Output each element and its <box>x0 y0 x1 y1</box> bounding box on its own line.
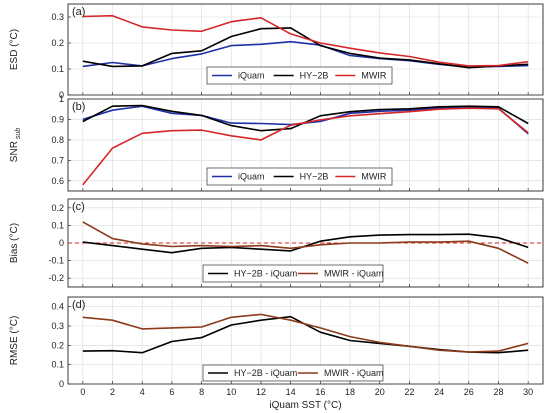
legend-entry: HY−2B <box>300 172 329 182</box>
y-axis-label: ESD (°C) <box>9 29 20 70</box>
legend-entry: MWIR - iQuam <box>324 269 384 279</box>
legend-entry: HY−2B <box>300 71 329 81</box>
legend-entry: MWIR <box>361 172 386 182</box>
y-tick-label: -0.1 <box>48 256 64 266</box>
legend-entry: iQuam <box>238 172 265 182</box>
x-tick-label: 6 <box>169 387 174 397</box>
panel-label: (b) <box>72 101 85 113</box>
y-axis-label: RMSE (°C) <box>9 316 20 366</box>
series-line-3 <box>82 107 529 186</box>
x-tick-label: 8 <box>199 387 204 397</box>
legend: iQuam HY−2B MWIR <box>206 167 393 186</box>
legend-box <box>202 364 384 382</box>
series-line-2 <box>82 313 529 353</box>
legend: iQuam HY−2B MWIR <box>206 66 393 85</box>
legend-box <box>206 66 393 85</box>
x-tick-label: 0 <box>80 387 85 397</box>
legend-box <box>206 167 393 186</box>
x-tick-label: 24 <box>434 387 444 397</box>
y-tick-label: 0.3 <box>51 12 64 22</box>
x-tick-label: 10 <box>226 387 236 397</box>
y-tick-label: 0.2 <box>51 340 64 350</box>
plot-frame <box>67 296 544 385</box>
y-axis-label-main: SNR <box>9 141 20 162</box>
y-tick-label: 0.6 <box>51 176 64 186</box>
y-axis-label: Bias (°C) <box>9 223 20 263</box>
panel-2: 0.6 0.7 0.8 0.9 1 (b) SNR sub iQuam HY−2B MWIR <box>9 94 544 192</box>
legend: HY−2B - iQuam MWIR - iQuam <box>202 264 384 283</box>
y-axis-label-subscript: sub <box>15 128 22 139</box>
y-tick-label: 0.1 <box>51 64 64 74</box>
x-tick-label: 20 <box>375 387 385 397</box>
panel-label: (a) <box>72 6 85 18</box>
plot-frame <box>67 3 544 96</box>
series-line-2 <box>82 221 529 264</box>
x-tick-label: 18 <box>345 387 355 397</box>
x-tick-label: 4 <box>140 387 145 397</box>
y-tick-label: 0.2 <box>51 203 64 213</box>
legend-entry: HY−2B - iQuam <box>234 269 297 279</box>
x-tick-label: 2 <box>110 387 115 397</box>
y-tick-label: 0.2 <box>51 38 64 48</box>
series-line-2 <box>82 27 529 69</box>
y-tick-label: 0 <box>59 238 64 248</box>
y-axis-label: SNR sub <box>9 128 22 163</box>
y-tick-label: 0.7 <box>51 155 64 165</box>
legend-entry: MWIR - iQuam <box>324 368 384 378</box>
legend-entry: iQuam <box>238 71 265 81</box>
y-tick-label: 0 <box>59 379 64 389</box>
x-tick-label: 26 <box>464 387 474 397</box>
panel-3: -0.2 -0.1 0 0.1 0.2 (c) Bias (°C) HY−2B - iQuam… <box>9 198 544 288</box>
legend-entry: HY−2B - iQuam <box>234 368 297 378</box>
x-tick-label: 22 <box>404 387 414 397</box>
x-tick-label: 12 <box>256 387 266 397</box>
y-tick-label: 0.1 <box>51 360 64 370</box>
legend: HY−2B - iQuam MWIR - iQuam <box>202 364 384 382</box>
legend-entry: MWIR <box>361 71 386 81</box>
y-tick-label: 0.8 <box>51 135 64 145</box>
panel-1: 0 0.1 0.2 0.3 (a) ESD (°C) iQuam HY−2B MWIR <box>9 3 544 100</box>
x-tick-label: 28 <box>493 387 503 397</box>
y-tick-label: 0.9 <box>51 114 64 124</box>
x-tick-label: 14 <box>286 387 296 397</box>
y-tick-label: -0.2 <box>48 273 64 283</box>
legend-box <box>202 264 384 283</box>
y-tick-label: 0 <box>59 90 64 100</box>
y-tick-label: 0.1 <box>51 220 64 230</box>
x-axis-label: iQuam SST (°C) <box>269 400 341 411</box>
panel-label: (c) <box>72 201 85 213</box>
y-tick-label: 0.3 <box>51 321 64 331</box>
x-tick-label: 16 <box>315 387 325 397</box>
series-line-3 <box>82 14 529 67</box>
panel-label: (d) <box>72 299 85 311</box>
panel-4: 0 0.1 0.2 0.3 0.4 (d) RMSE (°C) HY−2B - iQuam MW… <box>9 296 544 389</box>
x-tick-label: 30 <box>523 387 533 397</box>
plot-frame <box>67 98 544 192</box>
y-tick-label: 1 <box>59 94 64 104</box>
y-tick-label: 0.4 <box>51 302 64 312</box>
